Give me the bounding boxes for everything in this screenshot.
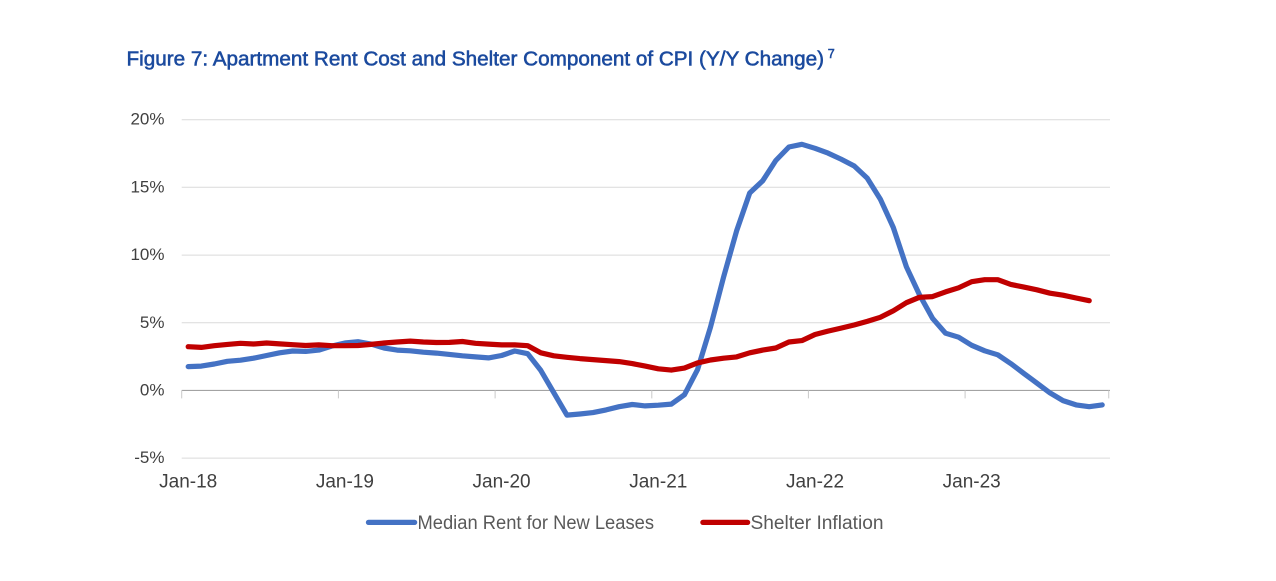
svg-text:0%: 0% <box>140 380 165 399</box>
svg-text:Shelter Inflation: Shelter Inflation <box>751 513 884 534</box>
svg-text:Jan-19: Jan-19 <box>316 471 374 492</box>
svg-text:10%: 10% <box>130 245 164 264</box>
svg-text:Jan-18: Jan-18 <box>159 471 217 492</box>
svg-text:-5%: -5% <box>134 448 164 467</box>
svg-text:Median Rent for New Leases: Median Rent for New Leases <box>418 513 655 534</box>
svg-text:5%: 5% <box>140 313 165 332</box>
svg-text:Figure 7: Apartment Rent Cost: Figure 7: Apartment Rent Cost and Shelte… <box>127 49 825 71</box>
svg-text:7: 7 <box>828 47 835 61</box>
svg-text:Jan-23: Jan-23 <box>943 471 1001 492</box>
svg-text:15%: 15% <box>130 177 164 196</box>
svg-text:Jan-21: Jan-21 <box>629 471 687 492</box>
svg-text:Jan-20: Jan-20 <box>473 471 531 492</box>
svg-text:20%: 20% <box>130 110 164 129</box>
svg-text:Jan-22: Jan-22 <box>786 471 844 492</box>
